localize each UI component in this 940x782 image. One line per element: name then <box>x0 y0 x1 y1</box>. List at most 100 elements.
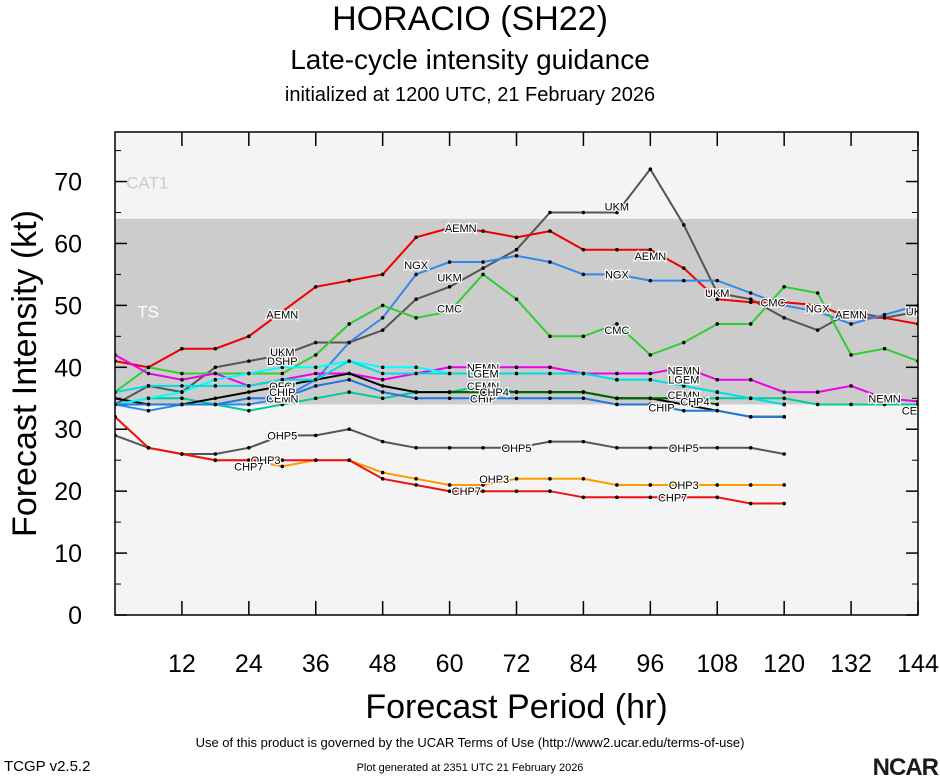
series-point-chip <box>481 396 485 401</box>
series-point-chp7 <box>782 501 786 506</box>
series-point-ohp3 <box>782 483 786 487</box>
x-tick-label: 72 <box>503 650 531 678</box>
series-point-aemn <box>481 229 485 233</box>
series-point-chip <box>681 408 686 413</box>
series-point-ngx <box>247 402 251 407</box>
series-point-ohp5 <box>213 452 218 456</box>
series-point-ngx <box>748 291 753 295</box>
series-point-ohp3 <box>414 476 418 481</box>
series-point-nemn <box>715 377 720 382</box>
series-point-aemn <box>715 297 720 301</box>
series-point-cmc <box>514 297 519 301</box>
series-point-ngx <box>615 272 619 277</box>
series-point-lgem <box>681 384 686 388</box>
series-group: UKM UKM UKM UKM UKM AEMN AEMN AEMN AEMN NGX NGX NGX… <box>115 167 930 506</box>
series-point-chp7 <box>615 495 619 500</box>
series-point-chip <box>247 396 251 401</box>
series-point-aemn <box>380 272 385 277</box>
series-label-ukm: UKM <box>705 288 729 300</box>
series-point-cemn <box>815 402 820 407</box>
series-label-cmc: CMC <box>437 303 462 315</box>
series-point-chp4 <box>447 390 452 394</box>
series-point-ngx <box>715 278 720 283</box>
series-point-ngx <box>782 303 786 308</box>
series-point-ohp5 <box>313 433 318 438</box>
series-point-chp4 <box>681 396 686 401</box>
storm-title: HORACIO (SH22) <box>332 0 608 38</box>
series-point-chip <box>213 402 218 407</box>
series-point-cemn <box>882 402 887 407</box>
band-cat1 <box>115 132 918 219</box>
x-tick-label: 60 <box>436 650 464 678</box>
x-tick-label: 84 <box>570 650 598 678</box>
series-point-ukm <box>748 297 753 301</box>
series-point-lgem <box>280 377 285 382</box>
series-point-cemn <box>247 408 251 413</box>
series-point-chp7 <box>648 495 653 500</box>
series-label-ngx: NGX <box>404 260 429 272</box>
series-point-ohp3 <box>280 464 285 469</box>
series-point-cmc <box>481 272 485 277</box>
series-point-ngx <box>380 315 385 320</box>
series-point-chp7 <box>481 489 485 493</box>
series-point-cmc <box>882 346 887 351</box>
series-point-ukm <box>313 340 318 345</box>
series-point-ohp5 <box>548 439 552 444</box>
series-point-nemn <box>213 371 218 376</box>
x-tick-label: 96 <box>636 650 664 678</box>
series-point-cemn <box>180 396 184 401</box>
x-tick-label: 12 <box>168 650 196 678</box>
chart-subtitle: Late-cycle intensity guidance <box>290 44 650 75</box>
series-point-dshp <box>180 390 184 394</box>
series-point-ohp3 <box>748 483 753 487</box>
series-label-nemn: NEMN <box>467 362 499 374</box>
series-label-ohp5: OHP5 <box>669 443 699 455</box>
series-point-chp7 <box>715 495 720 500</box>
series-point-chp4 <box>715 402 720 407</box>
series-point-cmc <box>648 353 653 357</box>
series-label-aemn: AEMN <box>266 310 298 322</box>
series-point-ngx <box>514 254 519 258</box>
series-point-chp7 <box>414 483 418 487</box>
series-point-ofci <box>347 371 352 376</box>
series-label-ukm: UKM <box>906 307 930 319</box>
series-point-cmc <box>615 322 619 326</box>
series-label-cmc: CMC <box>604 325 629 337</box>
series-point-cemn <box>849 402 853 407</box>
series-point-cmc <box>180 371 184 376</box>
series-point-chp7 <box>748 501 753 506</box>
series-point-ohp5 <box>514 446 519 450</box>
series-point-aemn <box>313 285 318 289</box>
series-point-ukm <box>681 223 686 227</box>
series-point-lgem <box>180 384 184 388</box>
x-tick-label: 108 <box>696 650 738 678</box>
series-point-nemn <box>380 377 385 382</box>
y-tick-label: 0 <box>68 602 82 630</box>
series-point-chip <box>548 396 552 401</box>
series-label-aemn: AEMN <box>634 251 666 263</box>
series-point-ohp5 <box>247 446 251 450</box>
series-label-ukm: UKM <box>270 347 294 359</box>
series-point-ukm <box>849 309 853 314</box>
series-point-ohp5 <box>715 446 720 450</box>
series-point-chp7 <box>548 489 552 493</box>
series-point-ohp5 <box>615 446 619 450</box>
series-point-nemn <box>481 365 485 370</box>
y-tick-label: 50 <box>54 292 82 320</box>
series-point-nemn <box>849 384 853 388</box>
series-point-cemn <box>715 396 720 401</box>
series-point-ukm <box>615 210 619 215</box>
series-point-cemn <box>782 396 786 401</box>
series-point-aemn <box>548 229 552 233</box>
series-point-chip <box>313 384 318 388</box>
series-point-chp7 <box>380 476 385 481</box>
series-point-ohp5 <box>581 439 586 444</box>
series-point-cmc <box>313 353 318 357</box>
series-point-chp7 <box>681 495 686 500</box>
series-point-cmc <box>681 340 686 345</box>
series-point-ohp5 <box>681 446 686 450</box>
series-point-cemn <box>380 396 385 401</box>
series-point-aemn <box>748 300 753 305</box>
series-point-chip <box>782 415 786 419</box>
series-point-cmc <box>715 322 720 326</box>
